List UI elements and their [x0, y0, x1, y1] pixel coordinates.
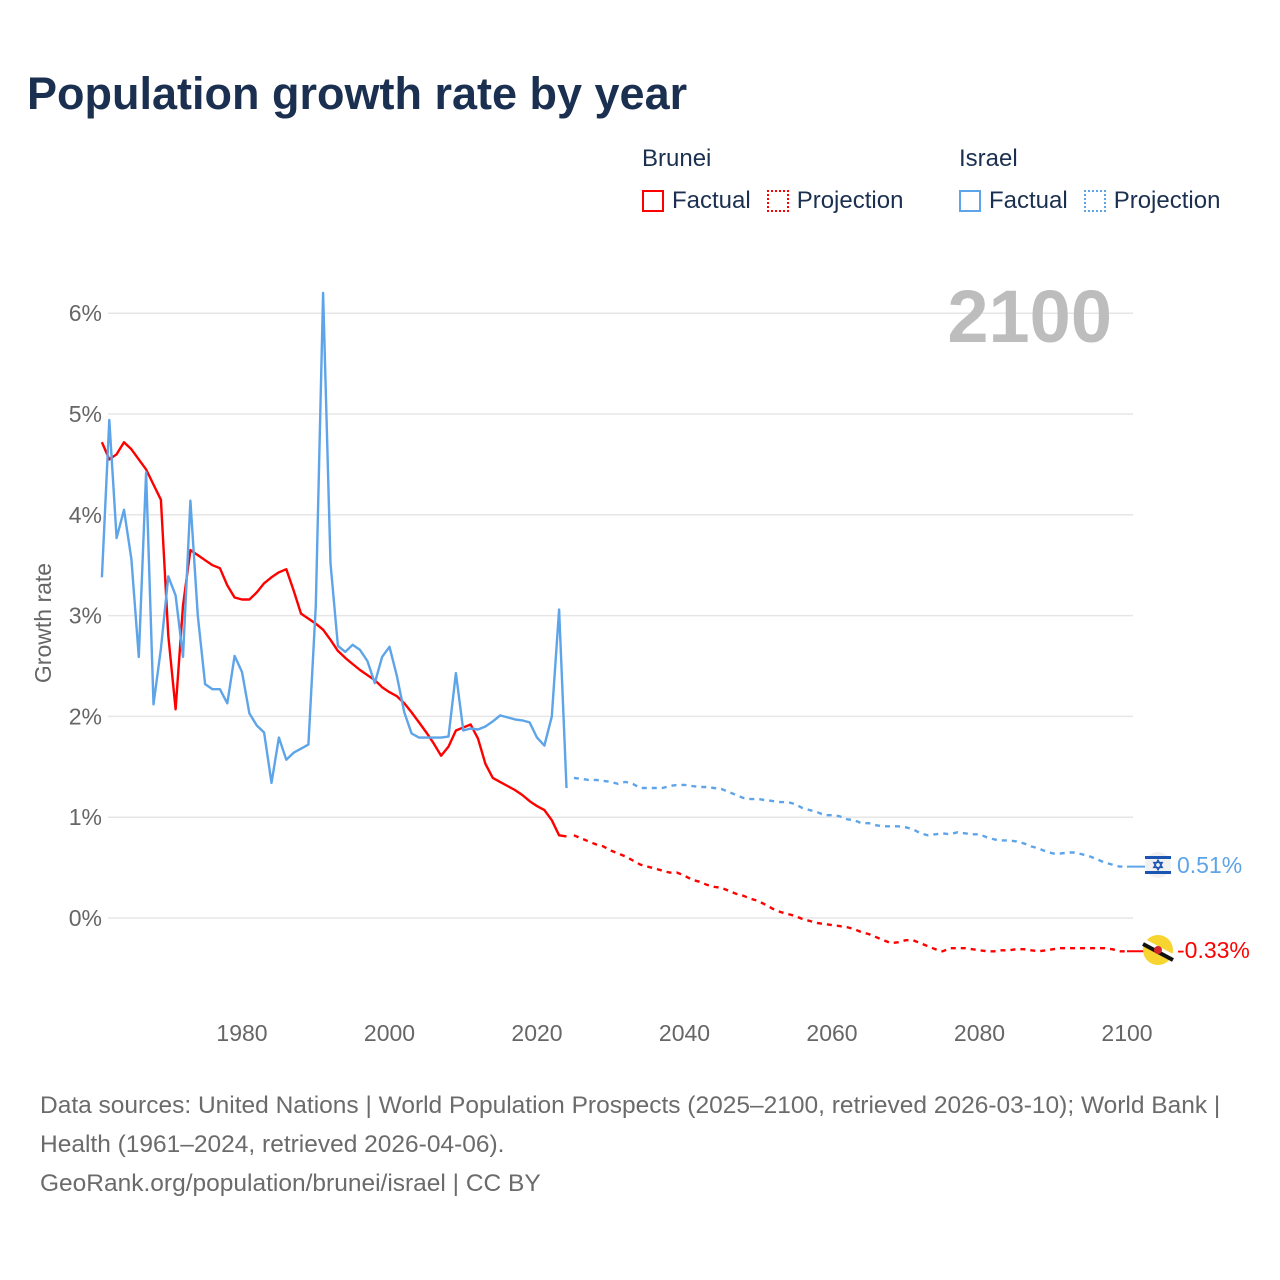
y-axis-ticks: 0% 1% 2% 3% 4% 5% 6% — [69, 300, 102, 931]
legend-swatch-solid — [642, 190, 664, 212]
legend-label: Factual — [989, 187, 1068, 214]
series-line-israel-projection — [573, 776, 1127, 868]
y-axis-label: Growth rate — [30, 563, 56, 683]
legend-item-brunei-projection[interactable]: Projection — [766, 187, 904, 215]
x-tick-label: 2020 — [511, 1020, 562, 1046]
y-tick-label: 6% — [69, 300, 102, 326]
x-tick-label: 2100 — [1101, 1020, 1152, 1046]
footer: Data sources: United Nations | World Pop… — [40, 1086, 1230, 1203]
x-axis-ticks: 1980 2000 2020 2040 2060 2080 2100 — [216, 1020, 1152, 1046]
y-tick-label: 3% — [69, 603, 102, 629]
y-tick-label: 1% — [69, 804, 102, 830]
gridlines — [108, 312, 1133, 919]
legend-country-brunei: Brunei — [642, 145, 712, 172]
legend-group-israel: Israel Factual Projection — [959, 145, 1220, 215]
y-tick-label: 5% — [69, 401, 102, 427]
x-tick-label: 2080 — [954, 1020, 1005, 1046]
year-indicator: 2100 — [947, 275, 1112, 358]
brunei-flag-icon — [1141, 935, 1175, 965]
israel-flag-icon — [1145, 852, 1171, 878]
legend-swatch-dotted — [766, 190, 789, 212]
x-tick-label: 2040 — [659, 1020, 710, 1046]
y-tick-label: 4% — [69, 502, 102, 528]
legend-country-israel: Israel — [959, 145, 1018, 172]
legend-item-israel-factual[interactable]: Factual — [959, 187, 1068, 215]
x-tick-label: 2060 — [806, 1020, 857, 1046]
x-tick-label: 2000 — [364, 1020, 415, 1046]
legend-item-israel-projection[interactable]: Projection — [1083, 187, 1221, 215]
legend-group-brunei: Brunei Factual Projection — [642, 145, 919, 215]
legend-item-brunei-factual[interactable]: Factual — [642, 187, 751, 215]
y-tick-label: 2% — [69, 703, 102, 729]
legend-label: Factual — [672, 187, 751, 214]
legend-swatch-dotted — [1083, 190, 1106, 212]
source-link[interactable]: GeoRank.org/population/brunei/israel | C… — [40, 1170, 541, 1197]
legend-label: Projection — [796, 187, 904, 214]
legend-swatch-solid — [959, 190, 981, 212]
x-tick-label: 1980 — [216, 1020, 267, 1046]
end-markers: 0.51% -0.33% — [1141, 852, 1250, 965]
data-sources: Data sources: United Nations | World Pop… — [40, 1092, 1221, 1158]
page-title: Population growth rate by year — [27, 68, 688, 119]
series-line-brunei-projection — [573, 834, 1127, 953]
legend-label: Projection — [1113, 187, 1221, 214]
y-tick-label: 0% — [69, 905, 102, 931]
end-label-brunei: -0.33% — [1177, 937, 1250, 963]
series-line-israel-factual — [100, 291, 568, 789]
end-label-israel: 0.51% — [1177, 852, 1242, 878]
series-lines — [100, 291, 1145, 953]
series-line-brunei-factual — [100, 441, 567, 838]
